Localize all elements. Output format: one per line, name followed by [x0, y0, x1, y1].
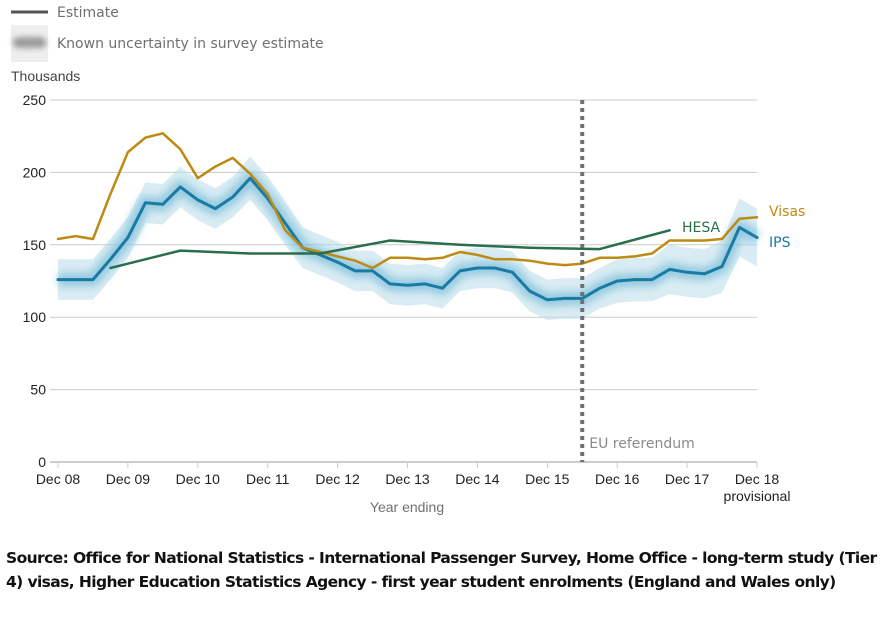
x-tick-label: Dec 18 [735, 471, 780, 487]
source-note: Source: Office for National Statistics -… [6, 549, 877, 591]
annotations: EU referendum [580, 100, 695, 462]
x-tick-sublabel: provisional [724, 488, 791, 504]
x-tick-label: Dec 16 [595, 471, 640, 487]
series-line-hesa [109, 229, 671, 270]
x-tick-label: Dec 14 [455, 471, 500, 487]
series-label-visas: Visas [769, 204, 805, 220]
x-tick-label: Dec 13 [385, 471, 430, 487]
legend: Estimate Known uncertainty in survey est… [11, 5, 324, 62]
y-tick-label-50: 50 [30, 382, 46, 398]
uncertainty-band-glow [58, 171, 761, 307]
y-tick-label-150: 150 [23, 237, 47, 253]
series-lines [56, 132, 759, 302]
y-tick-label-250: 250 [23, 92, 47, 108]
x-axis: Dec 08 Dec 09 Dec 10 Dec 11 Dec 12 Dec 13 Dec … [36, 462, 791, 504]
gridlines [50, 99, 757, 463]
x-tick-label: Dec 11 [246, 471, 290, 487]
y-axis: 0 50 100 150 200 250 [23, 92, 47, 470]
series-line-visas [56, 132, 759, 270]
series-label-ips: IPS [769, 235, 791, 251]
x-tick-label: Dec 10 [176, 471, 221, 487]
uncertainty-bands [58, 156, 761, 321]
y-tick-label-100: 100 [23, 309, 47, 325]
x-axis-title: Year ending [370, 499, 444, 515]
series-line-ips [56, 176, 759, 302]
series-labels: IPS Visas HESA [682, 204, 805, 251]
y-axis-unit-label: Thousands [11, 68, 80, 84]
y-tick-label-200: 200 [23, 164, 47, 180]
y-tick-label-0: 0 [38, 454, 46, 470]
legend-uncertainty-label: Known uncertainty in survey estimate [57, 36, 324, 52]
series-label-hesa: HESA [682, 220, 721, 236]
legend-uncertainty-swatch [13, 37, 46, 48]
x-tick-label: Dec 12 [315, 471, 360, 487]
uncertainty-band-outer [58, 156, 757, 321]
x-tick-label: Dec 09 [106, 471, 151, 487]
x-tick-label: Dec 08 [36, 471, 81, 487]
annotation-label-eu-referendum: EU referendum [589, 436, 694, 452]
x-tick-label: Dec 17 [665, 471, 710, 487]
legend-estimate-label: Estimate [57, 5, 119, 21]
chart: Estimate Known uncertainty in survey est… [11, 5, 805, 515]
x-tick-label: Dec 15 [525, 471, 570, 487]
